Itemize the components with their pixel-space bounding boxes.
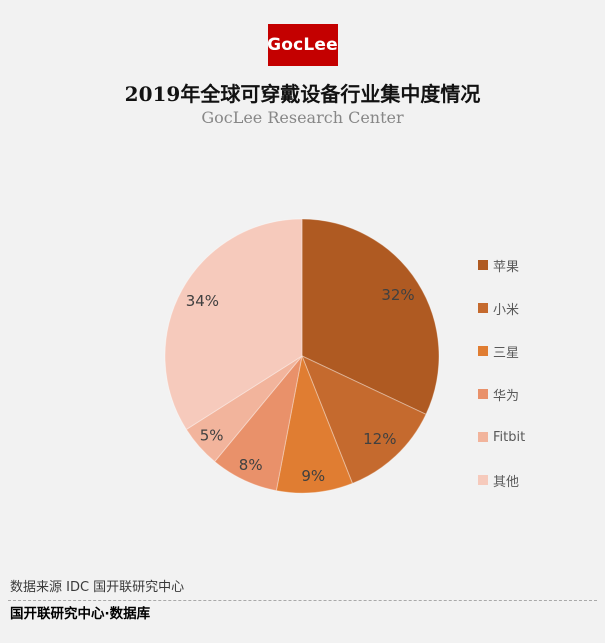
- legend-item: 苹果: [478, 255, 525, 275]
- chart-title: 2019年全球可穿戴设备行业集中度情况: [124, 82, 481, 106]
- legend-label: 三星: [493, 345, 520, 361]
- legend-swatch: [478, 475, 488, 485]
- brand-logo: GocLee: [267, 24, 338, 66]
- legend-label: 小米: [493, 302, 520, 318]
- chart-legend: 苹果 小米 三星 华为 Fitbit 其他: [478, 255, 525, 513]
- brand-logo-text: GocLee: [267, 35, 338, 55]
- legend-item: 三星: [478, 341, 525, 361]
- legend-label: 华为: [493, 388, 520, 404]
- pie-slice-value-label: 9%: [301, 467, 325, 485]
- legend-item: Fitbit: [478, 427, 525, 447]
- pie-slice-3: [213, 355, 303, 492]
- data-source-text: 数据来源 IDC 国开联研究中心: [10, 580, 185, 595]
- pie-slice-0: [301, 218, 440, 415]
- legend-item: 小米: [478, 298, 525, 318]
- legend-swatch: [478, 389, 488, 399]
- legend-swatch: [478, 260, 488, 270]
- pie-slice-value-label: 32%: [381, 286, 414, 304]
- legend-swatch: [478, 432, 488, 442]
- pie-slice-value-label: 5%: [200, 427, 224, 445]
- legend-item: 华为: [478, 384, 525, 404]
- dashed-divider: [8, 600, 597, 601]
- pie-slice-4: [185, 355, 303, 463]
- pie-chart-svg: 32% 12% 9% 8% 5% 34%: [164, 218, 440, 494]
- pie-slice-5: [164, 218, 303, 431]
- chart-subtitle: GocLee Research Center: [201, 108, 404, 127]
- footer: 数据来源 IDC 国开联研究中心 国开联研究中心·数据库: [0, 578, 605, 627]
- legend-item: 其他: [478, 470, 525, 490]
- pie-slice-value-label: 34%: [186, 292, 219, 310]
- pie-slice-1: [301, 355, 427, 485]
- legend-swatch: [478, 303, 488, 313]
- pie-slice-2: [275, 354, 354, 494]
- pie-slice-value-label: 12%: [363, 430, 396, 448]
- legend-label: 苹果: [493, 259, 520, 275]
- legend-label: 其他: [493, 474, 520, 490]
- legend-label: Fitbit: [493, 429, 526, 445]
- legend-swatch: [478, 346, 488, 356]
- pie-slice-value-label: 8%: [239, 456, 263, 474]
- footer-brand-text: 国开联研究中心·数据库: [10, 606, 151, 622]
